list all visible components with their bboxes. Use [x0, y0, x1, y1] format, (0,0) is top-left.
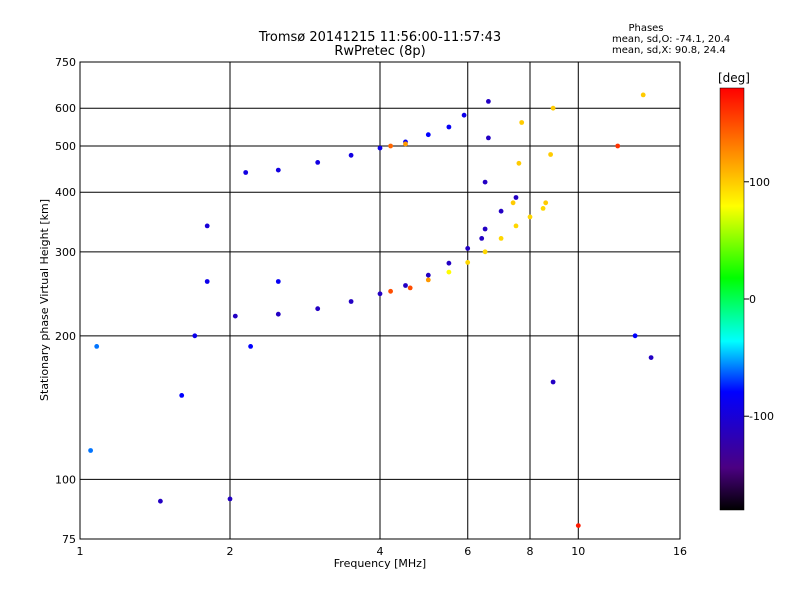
data-point	[543, 200, 549, 206]
grid-lines	[80, 62, 680, 539]
stats-line-x: mean, sd,X: 90.8, 24.4	[612, 45, 726, 56]
x-tick-label: 16	[673, 545, 687, 558]
data-point	[513, 195, 519, 200]
data-point	[632, 333, 638, 339]
data-point	[498, 236, 504, 241]
data-point	[275, 279, 281, 284]
data-point	[527, 214, 533, 220]
data-point	[540, 206, 546, 211]
data-point	[248, 344, 254, 349]
data-point	[88, 448, 93, 453]
data-point	[575, 523, 581, 528]
x-tick-label: 2	[227, 545, 234, 558]
x-tick-label: 4	[377, 545, 384, 558]
colorbar	[719, 87, 745, 511]
data-point	[548, 152, 553, 157]
y-axis-label: Stationary phase Virtual Height [km]	[38, 199, 51, 401]
data-point	[407, 285, 413, 291]
data-point	[519, 120, 525, 125]
chart-subtitle: RwPretec (8p)	[334, 44, 425, 59]
data-point	[425, 272, 431, 278]
data-point	[513, 223, 519, 229]
x-axis-ticks: 1 2 4 6 8 10 16	[77, 545, 688, 558]
data-point	[425, 277, 431, 283]
data-point	[243, 170, 249, 175]
data-point	[486, 135, 491, 141]
y-tick-label: 400	[55, 186, 76, 199]
data-point	[94, 344, 100, 349]
data-point	[648, 355, 654, 360]
data-point	[486, 99, 491, 104]
x-tick-label: 6	[464, 545, 471, 558]
data-point	[498, 208, 504, 214]
data-point	[446, 269, 452, 275]
data-point	[158, 498, 163, 504]
colorbar-tick-label: 100	[749, 176, 770, 189]
data-point	[465, 260, 471, 265]
data-point	[227, 496, 233, 502]
data-point	[461, 112, 467, 118]
x-axis-label: Frequency [MHz]	[334, 557, 426, 570]
data-point	[388, 143, 393, 149]
data-point	[377, 145, 383, 151]
stats-title: Phases	[628, 23, 663, 34]
data-point	[348, 152, 354, 158]
data-point	[192, 333, 198, 339]
data-point	[403, 141, 408, 147]
y-tick-label: 75	[62, 533, 76, 546]
y-tick-label: 300	[55, 246, 76, 259]
data-point	[615, 143, 621, 149]
data-point	[315, 306, 321, 312]
y-tick-label: 100	[55, 473, 76, 486]
data-point	[204, 223, 210, 229]
x-tick-label: 1	[77, 545, 84, 558]
data-point	[403, 283, 408, 288]
data-point	[516, 160, 522, 166]
data-point	[482, 226, 488, 232]
chart-title: Tromsø 20141215 11:56:00-11:57:43	[258, 30, 501, 45]
y-tick-label: 600	[55, 102, 76, 115]
stats-line-o: mean, sd,O: -74.1, 20.4	[612, 34, 730, 45]
colorbar-label: [deg]	[718, 71, 750, 85]
data-point	[479, 236, 485, 241]
colorbar-ticks: 100 0 -100	[744, 176, 774, 423]
data-point	[482, 249, 488, 255]
data-point	[446, 124, 452, 130]
data-point	[465, 246, 471, 251]
data-point	[204, 279, 210, 284]
colorbar-tick-label: -100	[749, 410, 774, 423]
y-tick-label: 200	[55, 330, 76, 343]
data-point	[377, 291, 383, 297]
data-point	[425, 132, 431, 138]
y-axis-ticks: 75 100 200 300 400 500 600 750	[55, 56, 76, 546]
data-point	[348, 299, 354, 304]
data-point	[275, 167, 281, 173]
data-point	[315, 160, 321, 165]
data-point	[550, 105, 556, 111]
colorbar-tick-label: 0	[749, 293, 756, 306]
data-point	[482, 179, 488, 185]
x-tick-label: 8	[527, 545, 534, 558]
data-point	[550, 379, 556, 385]
data-point	[275, 311, 281, 317]
data-point	[179, 393, 185, 398]
data-points	[88, 92, 654, 528]
x-tick-label: 10	[571, 545, 585, 558]
data-point	[388, 288, 393, 294]
data-point	[510, 200, 516, 206]
data-point	[446, 260, 452, 266]
data-point	[232, 313, 238, 319]
plot-frame	[79, 61, 681, 540]
y-tick-label: 750	[55, 56, 76, 69]
data-point	[640, 92, 646, 98]
y-tick-label: 500	[55, 140, 76, 153]
